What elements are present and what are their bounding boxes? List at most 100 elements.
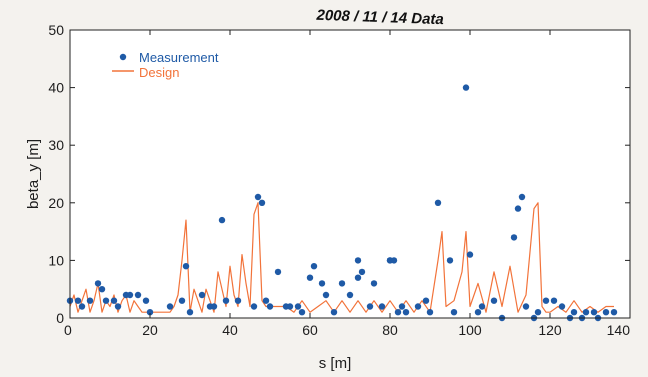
measurement-point (250, 303, 258, 310)
measurement-point (182, 263, 190, 270)
measurement-point (370, 280, 378, 287)
x-tick-label: 80 (382, 322, 398, 338)
measurement-point (254, 193, 262, 201)
measurement-point (610, 309, 618, 316)
legend-measurement-marker (119, 53, 127, 61)
x-axis-ticks: 0 20 40 60 80 100 120 140 (64, 30, 631, 338)
legend-measurement-label: Measurement (139, 50, 219, 65)
measurement-point (534, 309, 542, 316)
y-tick-label: 20 (48, 195, 64, 211)
measurement-point (462, 84, 470, 91)
y-tick-label: 0 (56, 310, 64, 326)
measurement-point (198, 291, 206, 299)
legend-design-label: Design (139, 65, 179, 80)
x-tick-label: 40 (222, 322, 238, 338)
measurement-point (306, 274, 314, 281)
measurement-point (570, 309, 578, 316)
measurement-point (218, 216, 226, 224)
x-tick-label: 140 (607, 322, 631, 338)
measurement-point (98, 286, 106, 293)
measurement-point (266, 303, 274, 310)
design-series (69, 202, 614, 313)
measurement-point (186, 309, 194, 316)
measurement-point (338, 280, 346, 287)
x-tick-label: 20 (142, 322, 158, 338)
measurement-point (354, 257, 362, 264)
y-axis-label: beta_y [m] (25, 139, 42, 209)
measurement-point (358, 268, 366, 276)
measurement-point (102, 297, 110, 304)
x-tick-label: 100 (458, 322, 482, 338)
measurement-point (394, 309, 402, 316)
measurement-point (402, 309, 410, 316)
measurement-point (378, 303, 386, 310)
measurement-point (78, 303, 86, 310)
chart-title: 2008 / 11 / 14 Data (315, 7, 444, 28)
measurement-point (450, 309, 458, 316)
measurement-point (318, 280, 326, 287)
measurement-point (310, 263, 318, 270)
measurement-point (582, 309, 590, 316)
measurement-point (510, 234, 518, 241)
measurement-point (110, 297, 118, 304)
x-tick-label: 60 (302, 322, 318, 338)
measurement-point (550, 297, 558, 304)
y-axis-ticks: 0 10 20 30 40 50 (48, 22, 630, 326)
measurement-point (322, 291, 330, 299)
measurement-point (114, 303, 122, 310)
plot-frame (69, 29, 631, 319)
measurement-point (210, 303, 218, 310)
design-line (69, 202, 614, 313)
y-tick-label: 10 (48, 252, 64, 268)
measurement-point (126, 291, 134, 299)
measurement-point (294, 303, 302, 310)
y-tick-label: 40 (48, 80, 64, 96)
measurement-point (258, 199, 266, 206)
measurement-point (222, 297, 230, 304)
measurement-point (74, 297, 82, 304)
measurement-point (590, 309, 598, 316)
legend: Measurement Design (112, 50, 219, 80)
measurement-point (330, 309, 338, 316)
measurement-point (490, 297, 498, 304)
measurement-point (602, 309, 610, 316)
measurement-point (466, 251, 474, 258)
x-tick-label: 0 (64, 322, 72, 338)
measurement-point (262, 297, 270, 304)
x-axis-label: s [m] (319, 355, 352, 372)
plot-background (70, 30, 630, 318)
measurement-point (398, 303, 406, 310)
measurement-point (286, 303, 294, 310)
measurement-point (414, 303, 422, 310)
measurement-point (542, 297, 550, 304)
measurement-point (514, 205, 522, 212)
measurement-point (522, 303, 530, 310)
measurement-point (426, 309, 434, 316)
measurement-point (558, 303, 566, 310)
measurement-point (518, 193, 526, 201)
measurement-point (166, 303, 174, 310)
measurement-point (446, 257, 454, 264)
measurement-point (434, 199, 442, 206)
measurement-point (86, 297, 94, 304)
measurement-point (390, 257, 398, 264)
measurement-point (474, 309, 482, 316)
measurement-point (298, 309, 306, 316)
measurement-point (234, 297, 242, 304)
measurement-point (478, 303, 486, 310)
measurement-point (146, 309, 154, 316)
measurement-point (366, 303, 374, 310)
y-tick-label: 30 (48, 137, 64, 153)
measurement-point (142, 297, 150, 304)
measurement-point (422, 297, 430, 304)
measurement-point (354, 274, 362, 281)
x-tick-label: 120 (538, 322, 562, 338)
measurement-point (94, 280, 102, 287)
y-tick-label: 50 (48, 22, 64, 38)
measurement-point (134, 291, 142, 299)
measurement-point (346, 291, 354, 299)
measurement-point (274, 268, 282, 276)
measurement-point (178, 297, 186, 304)
